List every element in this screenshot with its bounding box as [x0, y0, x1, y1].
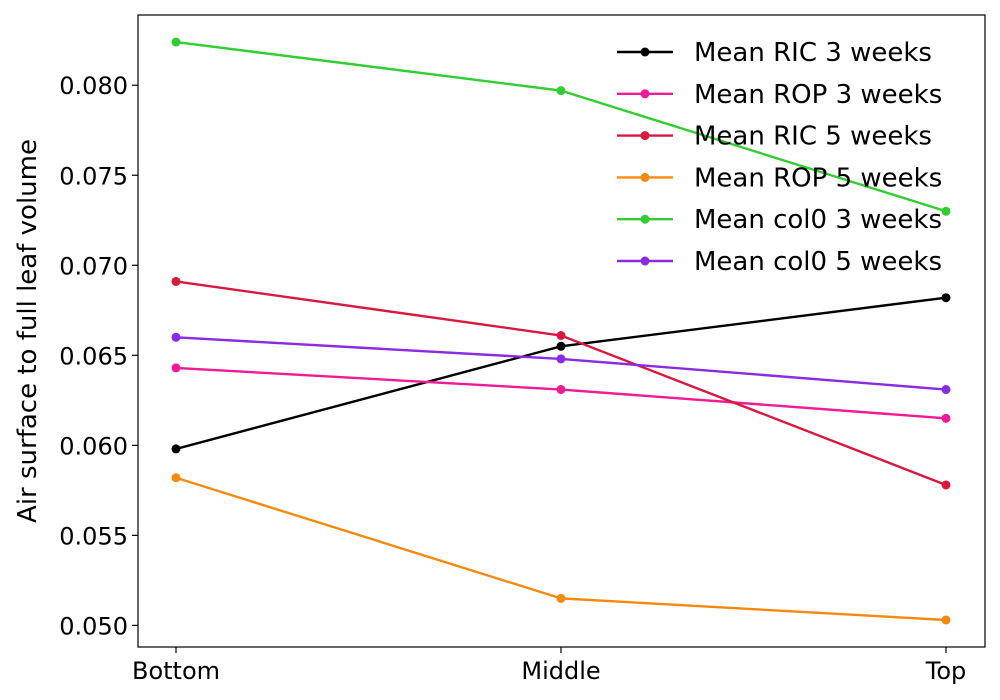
y-tick-label: 0.060: [59, 432, 128, 460]
x-tick-label: Bottom: [132, 657, 220, 685]
series-5: [171, 332, 951, 395]
legend-swatch-marker: [640, 47, 650, 57]
legend-swatch-marker: [640, 172, 650, 182]
series-2: [171, 276, 951, 490]
data-point: [556, 354, 566, 364]
data-point: [171, 276, 181, 286]
legend-swatch-marker: [640, 131, 650, 141]
y-tick-label: 0.080: [59, 72, 128, 100]
series-1: [171, 363, 951, 423]
plot-frame: [137, 14, 986, 648]
legend-label: Mean col0 3 weeks: [694, 205, 942, 235]
legend-entry: Mean col0 3 weeks: [617, 205, 942, 235]
legend-swatch-marker: [640, 256, 650, 266]
data-point: [171, 444, 181, 454]
legend-entry: Mean RIC 5 weeks: [617, 122, 932, 152]
x-tick-label: Top: [925, 657, 967, 685]
legend-label: Mean ROP 3 weeks: [694, 80, 942, 110]
plot-area: [137, 14, 986, 648]
legend-label: Mean RIC 3 weeks: [694, 38, 932, 68]
data-point: [556, 331, 566, 341]
y-axis: 0.050 0.055 0.060 0.065 0.070 0.075 0.080: [59, 72, 138, 640]
x-tick-label: Middle: [521, 657, 600, 685]
y-axis-title: Air surface to full leaf volume: [13, 139, 43, 523]
data-point: [941, 385, 951, 395]
x-axis: Bottom Middle Top: [132, 647, 966, 685]
y-tick-label: 0.050: [59, 612, 128, 640]
series-layer: [171, 37, 951, 625]
series-4: [171, 37, 951, 216]
legend: Mean RIC 3 weeks Mean ROP 3 weeks Mean RIC…: [617, 38, 942, 277]
y-tick-label: 0.065: [59, 342, 128, 370]
series-3: [171, 473, 951, 625]
data-point: [556, 86, 566, 96]
data-point: [171, 332, 181, 342]
y-tick-label: 0.055: [59, 522, 128, 550]
legend-label: Mean col0 5 weeks: [694, 247, 942, 277]
legend-entry: Mean ROP 3 weeks: [617, 80, 942, 110]
y-tick-label: 0.075: [59, 162, 128, 190]
data-point: [556, 593, 566, 603]
legend-swatch-marker: [640, 89, 650, 99]
y-tick-label: 0.070: [59, 252, 128, 280]
legend-entry: Mean RIC 3 weeks: [617, 38, 932, 68]
legend-entry: Mean col0 5 weeks: [617, 247, 942, 277]
series-0: [171, 293, 951, 454]
legend-label: Mean RIC 5 weeks: [694, 122, 932, 152]
data-point: [941, 480, 951, 490]
data-point: [556, 385, 566, 395]
data-point: [171, 37, 181, 47]
legend-swatch-marker: [640, 214, 650, 224]
data-point: [941, 206, 951, 216]
data-point: [171, 473, 181, 483]
data-point: [941, 293, 951, 303]
legend-entry: Mean ROP 5 weeks: [617, 163, 942, 193]
data-point: [171, 363, 181, 373]
data-point: [941, 615, 951, 625]
data-point: [941, 413, 951, 423]
data-point: [556, 341, 566, 351]
legend-label: Mean ROP 5 weeks: [694, 163, 942, 193]
